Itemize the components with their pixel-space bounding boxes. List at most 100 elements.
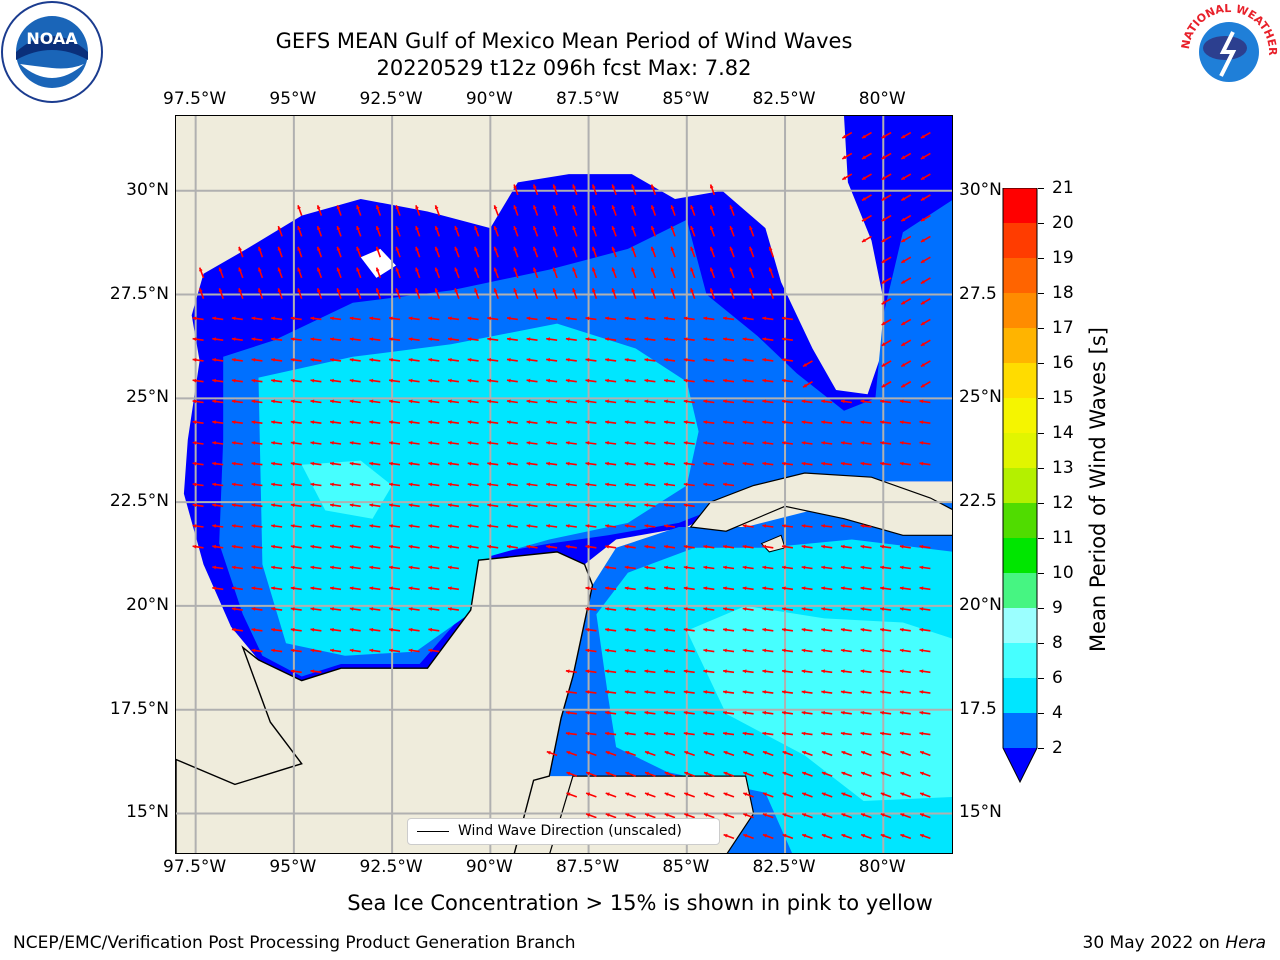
wave-arrow-head <box>920 751 924 755</box>
wave-arrow-head <box>670 205 675 210</box>
wave-arrow-head <box>690 205 694 210</box>
sea-ice-note: Sea Ice Concentration > 15% is shown in … <box>347 891 933 915</box>
wave-arrow-head <box>881 238 886 242</box>
wave-arrow-head <box>507 337 511 341</box>
wave-arrow-head <box>723 771 728 776</box>
wave-arrow-head <box>782 710 786 715</box>
wave-arrow-head <box>762 813 767 817</box>
colorbar-tick-label: 8 <box>1052 633 1063 653</box>
wave-arrow-head <box>218 288 223 293</box>
wave-arrow-head <box>782 316 786 321</box>
wave-arrow-head <box>192 461 197 466</box>
wave-arrow-head <box>330 503 334 508</box>
wave-arrow-head <box>631 267 635 272</box>
wave-arrow-head <box>533 267 537 272</box>
wave-arrow-head <box>782 771 787 776</box>
wave-arrow-head <box>428 544 433 549</box>
wave-arrow-head <box>231 544 236 549</box>
colorbar-tick-mark <box>1038 293 1044 294</box>
wave-arrow-head <box>212 316 216 321</box>
wave-arrow-head <box>271 544 275 549</box>
wave-arrow-head <box>723 420 727 425</box>
wave-arrow-head <box>782 669 786 674</box>
wave-arrow-head <box>526 524 531 528</box>
wave-arrow-head <box>684 792 689 797</box>
wave-arrow-head <box>624 690 629 694</box>
wave-arrow-head <box>860 731 865 736</box>
wave-arrow-head <box>310 544 315 549</box>
wave-arrow-head <box>336 267 341 272</box>
wave-arrow-head <box>389 565 393 570</box>
wave-arrow-head <box>605 669 609 674</box>
top-tick-label: 92.5°W <box>359 89 423 109</box>
wave-arrow-head <box>683 731 688 736</box>
wave-arrow-head <box>369 441 374 445</box>
wave-arrow-head <box>821 441 825 445</box>
wave-arrow-head <box>729 288 734 293</box>
colorbar-segment <box>1003 643 1037 678</box>
wave-arrow-head <box>290 378 295 383</box>
wave-arrow-head <box>434 267 439 272</box>
colorbar-tick-label: 20 <box>1052 213 1074 233</box>
wave-arrow-head <box>454 226 459 230</box>
wave-arrow-head <box>467 482 472 487</box>
wave-arrow-head <box>723 731 727 736</box>
wave-arrow-head <box>703 420 708 425</box>
colorbar-tick-label: 21 <box>1052 178 1074 198</box>
wave-arrow-head <box>251 316 256 321</box>
wave-arrow-head <box>624 731 629 736</box>
wave-arrow-head <box>212 524 216 528</box>
wave-arrow-head <box>841 792 846 797</box>
wave-arrow-head <box>664 358 668 362</box>
right-tick-label: 17.5 <box>959 698 997 719</box>
wave-arrow-head <box>592 267 596 272</box>
colorbar-tick-mark <box>1038 223 1044 224</box>
wave-arrow-head <box>572 184 576 189</box>
wave-arrow-head <box>703 690 708 694</box>
wave-arrow-head <box>644 607 649 611</box>
bottom-tick-label: 80°W <box>858 857 906 877</box>
wave-arrow-head <box>487 399 492 404</box>
wave-arrow-head <box>644 420 649 425</box>
wave-arrow-head <box>690 288 694 293</box>
wave-arrow-head <box>369 627 374 632</box>
wave-arrow-head <box>369 337 374 341</box>
wave-arrow-head <box>369 378 374 383</box>
wave-arrow-head <box>310 669 315 674</box>
wave-arrow-head <box>192 441 197 445</box>
wave-arrow-head <box>645 771 649 776</box>
wave-arrow-head <box>448 544 452 549</box>
wave-arrow-head <box>899 461 904 466</box>
wave-arrow-head <box>290 399 295 404</box>
wave-arrow-head <box>271 441 275 445</box>
colorbar-tick-mark <box>1038 643 1044 644</box>
left-tick-label: 22.5°N <box>109 491 169 512</box>
wave-arrow-head <box>317 267 321 272</box>
wave-arrow-head <box>840 690 845 694</box>
wave-arrow-head <box>901 280 906 284</box>
colorbar-tick-mark <box>1038 468 1044 469</box>
wave-arrow-head <box>762 607 767 611</box>
wave-arrow-head <box>860 627 865 632</box>
wave-arrow-head <box>212 544 216 549</box>
wave-arrow-head <box>565 690 570 694</box>
wave-arrow-head <box>231 524 236 528</box>
wave-arrow-head <box>389 544 393 549</box>
wave-arrow-head <box>349 565 354 570</box>
wave-arrow-head <box>880 648 884 653</box>
wave-arrow-head <box>605 792 610 797</box>
colorbar-tick-label: 4 <box>1052 703 1063 723</box>
wave-arrow-head <box>271 316 275 321</box>
wave-arrow-head <box>644 378 649 383</box>
wave-arrow-head <box>821 751 826 755</box>
footer-host: Hera <box>1225 933 1266 953</box>
wave-arrow-head <box>389 627 393 632</box>
wave-arrow-head <box>448 461 452 466</box>
colorbar-extend-triangle <box>1003 748 1037 782</box>
wave-arrow-head <box>920 834 924 838</box>
wave-arrow-head <box>212 337 216 341</box>
wave-arrow-head <box>317 246 321 251</box>
wave-arrow-head <box>231 627 236 632</box>
wave-arrow-head <box>552 184 557 189</box>
wave-arrow-head <box>821 607 825 611</box>
